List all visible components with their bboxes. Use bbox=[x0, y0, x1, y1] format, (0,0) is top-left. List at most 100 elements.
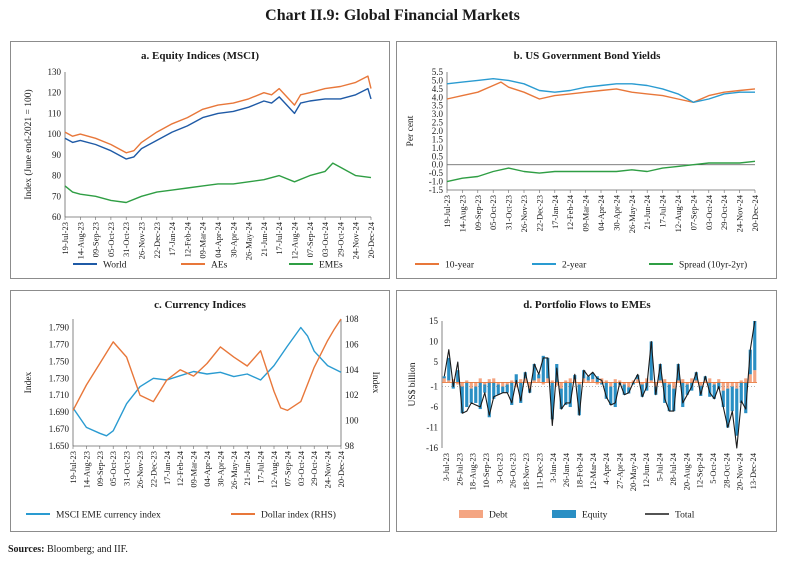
bar-debt bbox=[559, 382, 563, 389]
y-tick-label: 10 bbox=[429, 336, 439, 346]
x-tick-label: 26-May-24 bbox=[627, 194, 637, 233]
bar-equity bbox=[532, 364, 536, 381]
page-title: Chart II.9: Global Financial Markets bbox=[265, 7, 520, 24]
bar-debt bbox=[532, 380, 536, 383]
bar-equity bbox=[726, 388, 730, 428]
series-line-2 bbox=[446, 160, 756, 183]
x-tick-label: 07-Sep-24 bbox=[305, 221, 315, 257]
x-tick-label: 09-Sep-23 bbox=[91, 222, 101, 257]
bar-debt bbox=[501, 382, 505, 387]
legend-label: AEs bbox=[211, 261, 228, 271]
y-tick-label: -1.0 bbox=[429, 177, 444, 187]
y-axis-label: Index bbox=[24, 371, 34, 393]
bar-equity bbox=[667, 384, 671, 412]
bar-debt bbox=[627, 382, 631, 388]
y2-tick-label: 108 bbox=[345, 314, 359, 324]
x-tick-label: 19-Jul-23 bbox=[60, 222, 70, 255]
bar-debt bbox=[663, 379, 667, 383]
bar-debt bbox=[568, 378, 572, 383]
bar-equity bbox=[595, 376, 599, 383]
x-tick-label: 19-Jul-23 bbox=[68, 451, 78, 484]
x-tick-label: 12-Sep-24 bbox=[695, 452, 705, 488]
x-tick-label: 17-Jan-24 bbox=[167, 221, 177, 256]
bar-debt bbox=[699, 382, 703, 386]
bar-debt bbox=[528, 382, 532, 389]
series-line-0 bbox=[64, 87, 372, 160]
bar-debt bbox=[447, 380, 451, 383]
legend-label: Total bbox=[675, 511, 695, 521]
x-tick-label: 30-Apr-24 bbox=[215, 450, 225, 486]
bar-equity bbox=[649, 341, 653, 381]
bar-debt bbox=[721, 382, 725, 391]
x-tick-label: 03-Oct-24 bbox=[704, 194, 714, 230]
y-tick-label: -11 bbox=[426, 423, 438, 433]
y2-tick-label: 100 bbox=[345, 416, 359, 426]
x-tick-label: 12-Feb-24 bbox=[182, 221, 192, 257]
bar-debt bbox=[487, 379, 491, 383]
x-tick-label: 30-Apr-24 bbox=[611, 194, 621, 230]
x-tick-label: 24-Nov-24 bbox=[351, 221, 361, 259]
x-tick-label: 22-Dec-23 bbox=[152, 222, 162, 258]
bar-debt bbox=[676, 380, 680, 383]
bar-debt bbox=[519, 379, 523, 383]
bar-debt bbox=[712, 382, 716, 385]
bar-equity bbox=[501, 386, 505, 393]
y-tick-label: 1.790 bbox=[49, 322, 70, 332]
bar-debt bbox=[753, 370, 757, 383]
bar-debt bbox=[649, 380, 653, 383]
x-tick-label: 20-Aug-24 bbox=[681, 452, 691, 490]
x-tick-label: 18-Nov-23 bbox=[521, 453, 531, 490]
x-tick-label: 03-Oct-24 bbox=[296, 450, 306, 486]
bar-debt bbox=[685, 382, 689, 385]
x-tick-label: 29-Oct-24 bbox=[309, 450, 319, 486]
panel-equity-indices: a. Equity Indices (MSCI) 60 70 80 90 100 110 12… bbox=[10, 41, 390, 279]
x-tick-label: 5-Jul-24 bbox=[655, 452, 665, 481]
x-tick-label: 09-Mar-24 bbox=[198, 221, 208, 258]
series-line-0 bbox=[446, 81, 756, 103]
bar-debt bbox=[523, 378, 527, 383]
y-tick-label: 3.0 bbox=[432, 109, 444, 119]
legend-label: EMEs bbox=[319, 261, 343, 271]
x-tick-label: 17-Jul-24 bbox=[658, 194, 668, 227]
x-tick-label: 22-Dec-23 bbox=[148, 451, 158, 487]
bar-debt bbox=[672, 382, 676, 389]
bar-debt bbox=[577, 382, 581, 385]
x-tick-label: 30-Apr-24 bbox=[228, 221, 238, 257]
x-tick-label: 31-Oct-23 bbox=[504, 195, 514, 230]
y-tick-label: 1.710 bbox=[49, 390, 70, 400]
bar-debt bbox=[456, 382, 460, 385]
x-tick-label: 17-Jan-24 bbox=[550, 194, 560, 229]
bar-debt bbox=[510, 380, 514, 383]
x-tick-label: 26-Nov-23 bbox=[135, 451, 145, 488]
legend-swatch bbox=[459, 510, 483, 518]
bar-equity bbox=[442, 376, 446, 379]
bar-equity bbox=[753, 321, 757, 371]
y2-tick-label: 102 bbox=[345, 390, 359, 400]
chart-title: c. Currency Indices bbox=[154, 299, 246, 311]
bar-equity bbox=[591, 373, 595, 380]
x-tick-label: 09-Sep-23 bbox=[95, 451, 105, 486]
legend-label: 2-year bbox=[562, 261, 587, 271]
x-tick-label: 14-Aug-23 bbox=[81, 451, 91, 488]
bar-debt bbox=[564, 380, 568, 383]
bar-debt bbox=[681, 379, 685, 383]
source-text: Bloomberg; and IIF. bbox=[46, 544, 128, 555]
bar-debt bbox=[717, 379, 721, 383]
x-tick-label: 20-May-24 bbox=[628, 452, 638, 491]
y2-tick-label: 98 bbox=[345, 441, 355, 451]
legend-swatch bbox=[552, 510, 576, 518]
bar-equity bbox=[460, 386, 464, 414]
source-label: Sources: bbox=[8, 544, 45, 555]
x-tick-label: 10-Sep-23 bbox=[481, 453, 491, 488]
bar-debt bbox=[483, 382, 487, 385]
bar-debt bbox=[550, 380, 554, 383]
bar-equity bbox=[694, 372, 698, 381]
x-tick-label: 04-Apr-24 bbox=[596, 194, 606, 230]
bar-debt bbox=[622, 382, 626, 385]
bar-equity bbox=[478, 382, 482, 410]
bar-equity bbox=[681, 382, 685, 408]
y-tick-label: 100 bbox=[48, 129, 62, 139]
bar-equity bbox=[744, 382, 748, 414]
bar-equity bbox=[496, 384, 500, 395]
y-tick-label: 0.5 bbox=[432, 151, 444, 161]
